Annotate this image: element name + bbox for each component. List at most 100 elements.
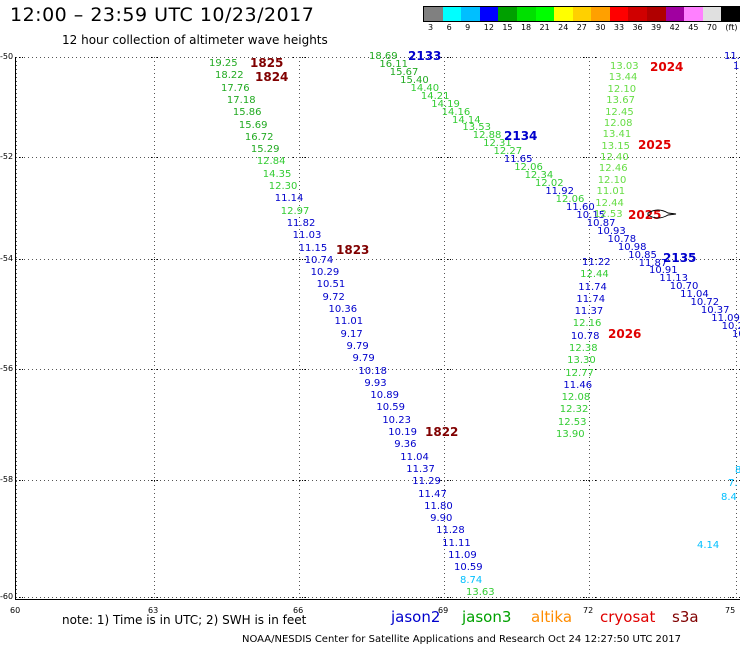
parallel-dot: [732, 597, 733, 598]
parallel-dot: [728, 259, 729, 260]
parallel-dot: [80, 157, 81, 158]
parallel-dot: [616, 480, 617, 481]
grid-dot: [438, 157, 439, 158]
meridian-dot: [154, 501, 155, 502]
swh-value: 14.14: [451, 114, 481, 126]
parallel-dot: [532, 57, 533, 58]
meridian-dot: [444, 161, 445, 162]
parallel-dot: [372, 369, 373, 370]
meridian-dot: [16, 169, 17, 170]
parallel-dot: [508, 597, 509, 598]
parallel-dot: [240, 57, 241, 58]
meridian-dot: [736, 105, 737, 106]
parallel-dot: [52, 480, 53, 481]
parallel-dot: [476, 157, 477, 158]
parallel-dot: [388, 597, 389, 598]
meridian-dot: [589, 329, 590, 330]
parallel-dot: [384, 259, 385, 260]
parallel-dot: [336, 369, 337, 370]
parallel-dot: [40, 597, 41, 598]
meridian-dot: [589, 357, 590, 358]
meridian-dot: [589, 281, 590, 282]
scale-swatch: [535, 7, 555, 21]
parallel-dot: [388, 259, 389, 260]
meridian-dot: [444, 513, 445, 514]
parallel-dot: [584, 157, 585, 158]
parallel-dot: [96, 480, 97, 481]
swh-value: 10.37: [700, 305, 730, 317]
meridian-dot: [589, 461, 590, 462]
parallel-dot: [432, 157, 433, 158]
parallel-dot: [304, 157, 305, 158]
meridian-dot: [736, 469, 737, 470]
parallel-dot: [176, 259, 177, 260]
parallel-dot: [248, 259, 249, 260]
parallel-dot: [356, 369, 357, 370]
parallel-dot: [552, 259, 553, 260]
meridian-dot: [444, 389, 445, 390]
parallel-dot: [264, 57, 265, 58]
parallel-dot: [212, 480, 213, 481]
parallel-dot: [412, 259, 413, 260]
meridian-dot: [154, 333, 155, 334]
meridian-dot: [154, 329, 155, 330]
meridian-dot: [589, 405, 590, 406]
parallel-dot: [400, 480, 401, 481]
meridian-dot: [299, 241, 300, 242]
parallel-dot: [136, 157, 137, 158]
meridian-dot: [16, 145, 17, 146]
grid-dot: [299, 259, 300, 260]
parallel-dot: [716, 480, 717, 481]
meridian-dot: [444, 573, 445, 574]
parallel-dot: [728, 480, 729, 481]
meridian-dot: [299, 461, 300, 462]
meridian-dot: [299, 433, 300, 434]
meridian-dot: [154, 569, 155, 570]
meridian-dot: [444, 325, 445, 326]
grid-dot: [438, 57, 439, 58]
meridian-dot: [299, 565, 300, 566]
parallel-dot: [432, 369, 433, 370]
parallel-dot: [372, 259, 373, 260]
parallel-dot: [252, 57, 253, 58]
meridian-dot: [736, 121, 737, 122]
parallel-dot: [620, 369, 621, 370]
parallel-dot: [660, 480, 661, 481]
parallel-dot: [308, 369, 309, 370]
scale-swatch: [665, 7, 685, 21]
meridian-dot: [589, 533, 590, 534]
parallel-dot: [112, 480, 113, 481]
parallel-dot: [168, 369, 169, 370]
meridian-dot: [154, 321, 155, 322]
swh-value: 10.36: [328, 304, 358, 316]
parallel-dot: [288, 480, 289, 481]
parallel-dot: [128, 157, 129, 158]
meridian-dot: [444, 217, 445, 218]
parallel-dot: [480, 157, 481, 158]
parallel-dot: [352, 369, 353, 370]
meridian-dot: [299, 177, 300, 178]
parallel-dot: [108, 259, 109, 260]
meridian-dot: [299, 213, 300, 214]
parallel-dot: [496, 597, 497, 598]
parallel-dot: [192, 480, 193, 481]
meridian-dot: [299, 417, 300, 418]
parallel-dot: [424, 57, 425, 58]
meridian-dot: [444, 469, 445, 470]
meridian-dot: [444, 281, 445, 282]
grid-dot: [22, 597, 23, 598]
meridian-dot: [736, 197, 737, 198]
meridian-dot: [589, 269, 590, 270]
parallel-dot: [412, 480, 413, 481]
grid-dot: [302, 259, 303, 260]
parallel-dot: [356, 157, 357, 158]
meridian-dot: [444, 409, 445, 410]
longitude-label: 69: [438, 606, 449, 615]
meridian-dot: [299, 377, 300, 378]
meridian-dot: [444, 289, 445, 290]
parallel-dot: [80, 597, 81, 598]
meridian-dot: [16, 109, 17, 110]
scale-swatch: [516, 7, 537, 21]
parallel-dot: [340, 57, 341, 58]
meridian-dot: [589, 65, 590, 66]
